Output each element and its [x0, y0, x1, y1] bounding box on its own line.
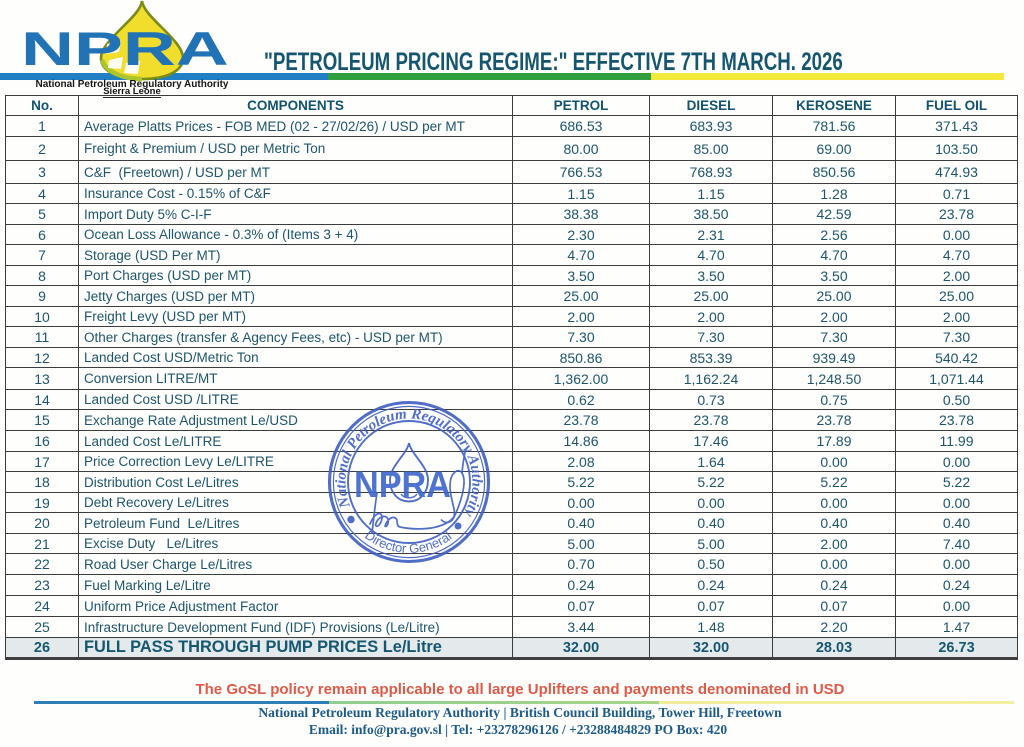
- svg-text:NPRA: NPRA: [354, 464, 451, 505]
- svg-text:Director General: Director General: [362, 527, 454, 556]
